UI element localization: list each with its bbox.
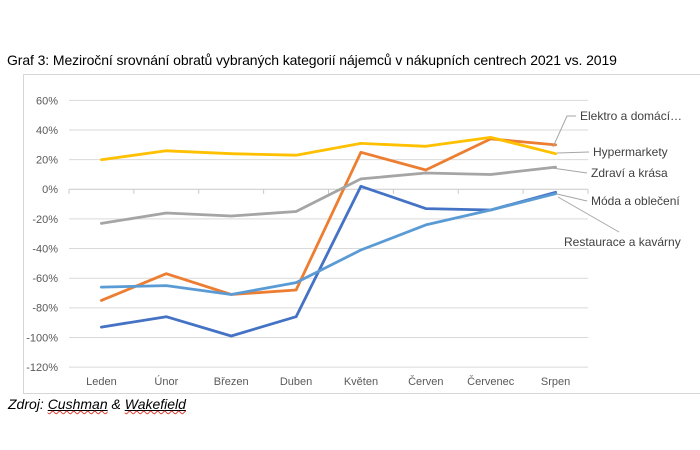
- series-end-label-0: Elektro a domácí…: [580, 109, 682, 123]
- series-line-2: [100, 165, 557, 225]
- y-axis-tick-label: 0%: [42, 184, 58, 196]
- y-axis-tick-label: 60%: [36, 95, 58, 107]
- series-line-1: [100, 135, 557, 162]
- y-axis-tick-label: -100%: [26, 332, 58, 344]
- chart-frame: 60% 40% 20% 0% -20% -40% -60% -80% -100% -120% Led…: [23, 74, 700, 394]
- series-line-0: [100, 137, 557, 302]
- series-leader-line-2: [551, 167, 588, 174]
- y-axis-tick-label: -40%: [32, 243, 58, 255]
- series-end-label-4: Restaurace a kavárny: [564, 235, 681, 249]
- x-axis-label: Leden: [86, 376, 117, 388]
- source-company-word2: Wakefield: [124, 396, 186, 412]
- series-leader-line-0: [552, 115, 576, 148]
- x-axis-label: Srpen: [541, 376, 570, 388]
- y-axis-tick-label: 40%: [36, 125, 58, 137]
- series-line-3: [100, 184, 557, 338]
- source-prefix: Zdroj:: [8, 396, 48, 412]
- series-leader-line-1: [556, 151, 590, 154]
- y-axis-tick-label: 20%: [36, 155, 58, 167]
- y-axis-tick-label: -20%: [32, 214, 58, 226]
- source-separator: &: [107, 396, 125, 412]
- x-axis-label: Březen: [214, 376, 249, 388]
- x-axis-label: Duben: [280, 376, 312, 388]
- source-company-word1: Cushman: [47, 396, 108, 412]
- x-axis-label: Květen: [344, 376, 378, 388]
- x-axis-label: Červen: [408, 375, 443, 388]
- y-axis-tick-label: -60%: [32, 273, 58, 285]
- source-note: Zdroj: Cushman & Wakefield: [8, 396, 186, 412]
- series-leader-line-3: [556, 193, 588, 202]
- series-end-label-2: Zdraví a krása: [591, 166, 668, 180]
- x-axis-label: Červenec: [467, 375, 515, 388]
- series-end-label-1: Hypermarkety: [593, 145, 668, 159]
- series-leader-line-4: [557, 196, 620, 233]
- series-line-4: [100, 192, 557, 296]
- page-title: Graf 3: Meziroční srovnání obratů vybran…: [7, 52, 617, 68]
- y-axis-tick-label: -80%: [32, 303, 58, 315]
- x-axis-label: Únor: [154, 375, 178, 388]
- series-end-label-3: Móda a oblečení: [591, 194, 680, 208]
- turnover-line-chart: 60% 40% 20% 0% -20% -40% -60% -80% -100% -120% Led…: [26, 95, 682, 388]
- y-axis-tick-label: -120%: [26, 362, 58, 374]
